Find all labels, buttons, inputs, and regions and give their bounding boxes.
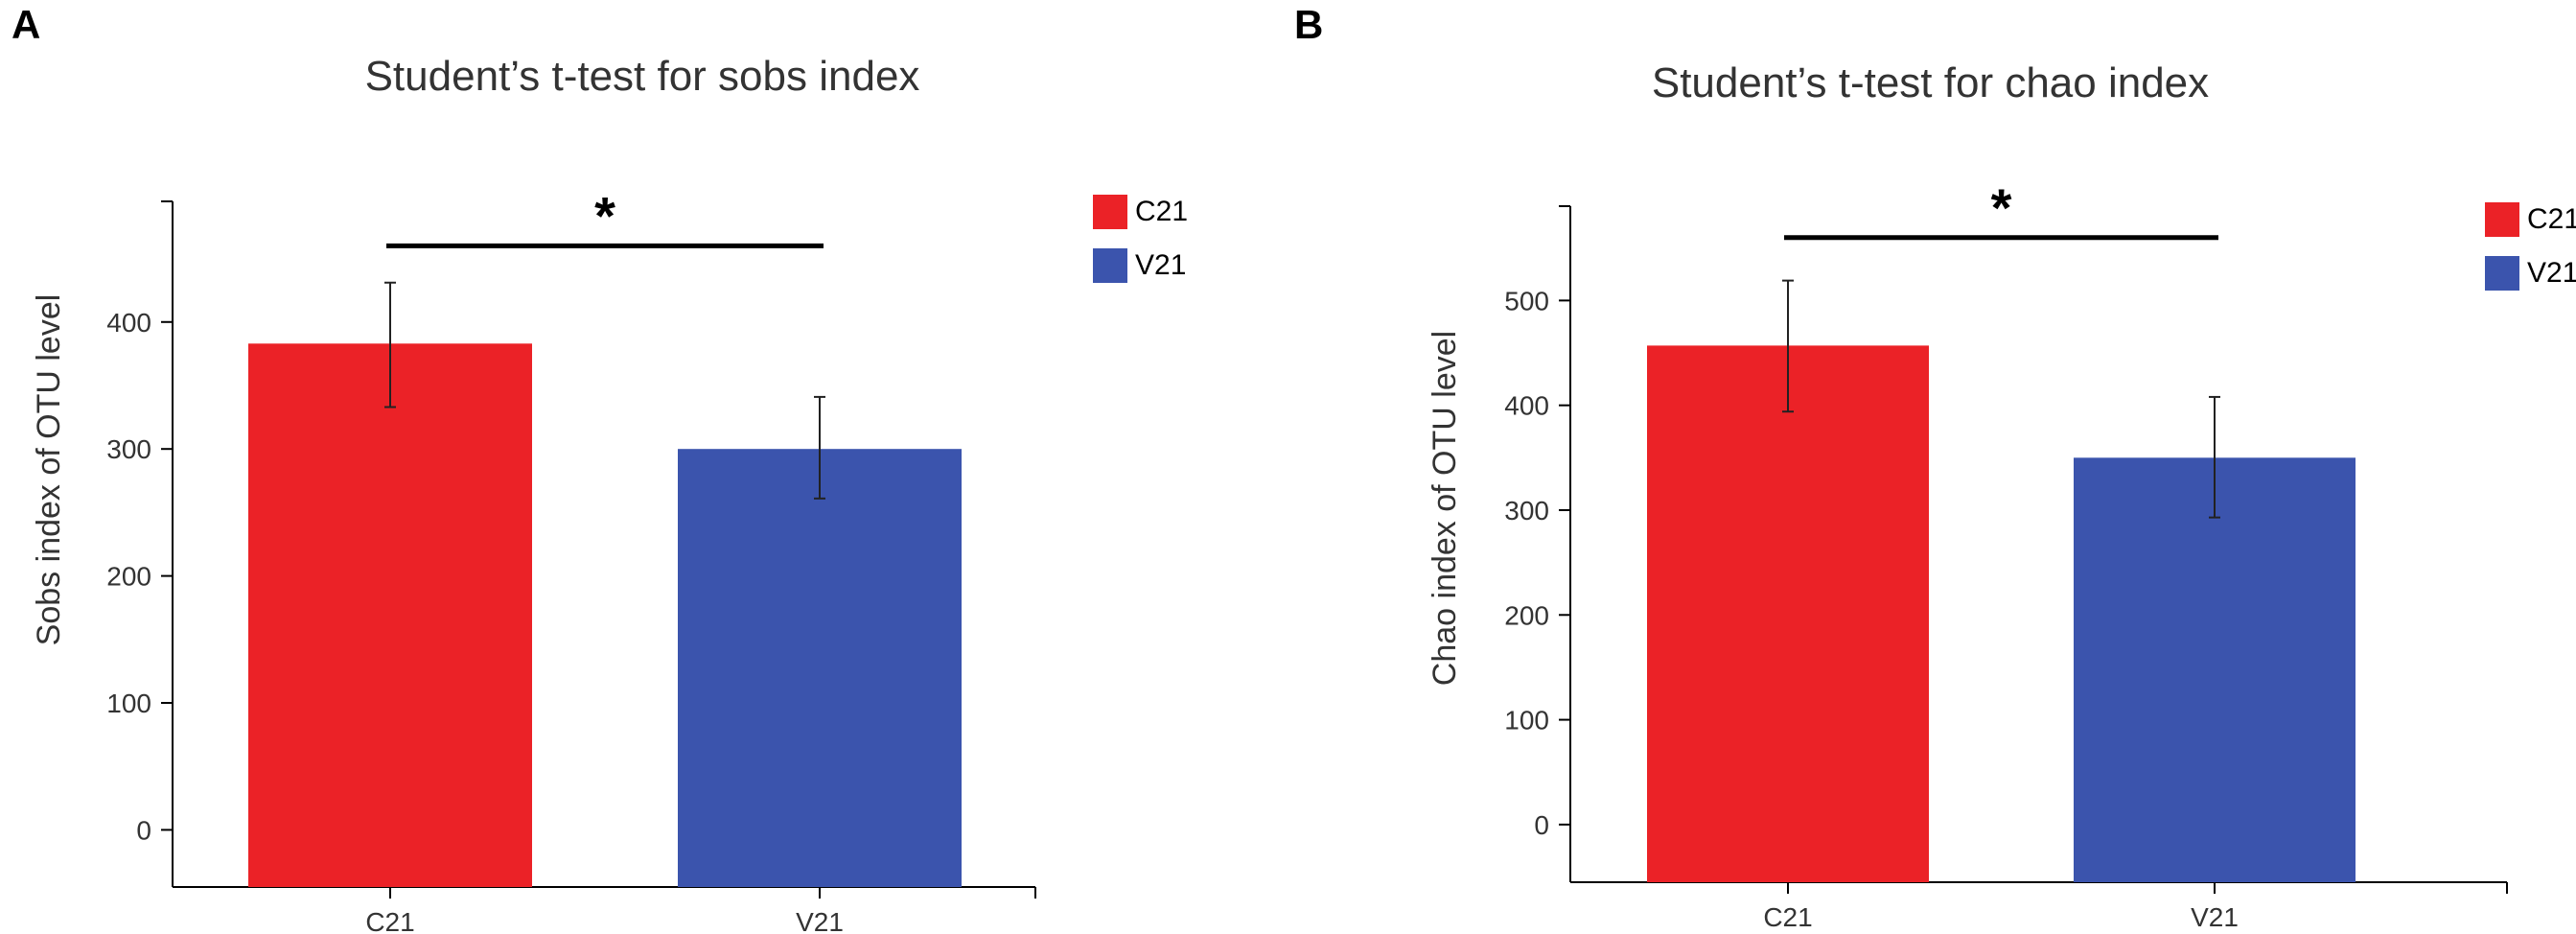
legend-label: V21 xyxy=(2527,257,2576,289)
chart-title: Student’s t-test for sobs index xyxy=(364,53,920,100)
legend: C21 V21 xyxy=(2485,198,2576,305)
legend: C21 V21 xyxy=(1093,190,1188,297)
bar-chart: 0 100 200 300 400 Sobs index of OTU level C21 V… xyxy=(31,185,1036,934)
bar-v21 xyxy=(2074,457,2356,882)
x-tick-label: V21 xyxy=(2191,902,2239,932)
legend-label: C21 xyxy=(1135,196,1189,227)
panel-letter: B xyxy=(1294,2,1324,47)
legend-label: V21 xyxy=(1135,249,1187,281)
y-tick-label: 400 xyxy=(106,308,151,338)
bar-c21 xyxy=(1647,345,1929,883)
legend-item: V21 xyxy=(1093,244,1188,288)
bar-v21 xyxy=(678,449,962,887)
bar-c21 xyxy=(248,343,532,888)
y-axis-label: Chao index of OTU level xyxy=(1427,331,1463,686)
x-tick-label: V21 xyxy=(796,907,844,934)
y-axis-label: Sobs index of OTU level xyxy=(31,294,67,646)
x-tick-label: C21 xyxy=(365,907,414,934)
legend-swatch-v21 xyxy=(1093,248,1127,283)
panel-letter: A xyxy=(12,2,41,47)
y-tick-label: 200 xyxy=(106,562,151,592)
y-tick-label: 500 xyxy=(1504,286,1549,315)
y-tick-label: 400 xyxy=(1504,391,1549,421)
legend-swatch-c21 xyxy=(2485,202,2519,237)
panel-a: A Student’s t-test for sobs index C21 V2… xyxy=(0,0,1285,934)
legend-label: C21 xyxy=(2527,203,2576,235)
y-tick-label: 100 xyxy=(106,689,151,718)
y-tick-label: 300 xyxy=(1504,496,1549,525)
significance-marker: * xyxy=(594,185,615,245)
legend-swatch-c21 xyxy=(1093,195,1127,229)
legend-item: V21 xyxy=(2485,251,2576,295)
y-tick-label: 100 xyxy=(1504,706,1549,736)
legend-swatch-v21 xyxy=(2485,256,2519,291)
y-tick-label: 0 xyxy=(136,815,151,845)
y-tick-label: 300 xyxy=(106,434,151,464)
legend-item: C21 xyxy=(2485,198,2576,242)
bar-chart: 0 100 200 300 400 500 Chao index of OTU level C… xyxy=(1427,177,2508,932)
y-tick-label: 200 xyxy=(1504,600,1549,630)
chart-title: Student’s t-test for chao index xyxy=(1651,59,2210,106)
panel-b: B Student’s t-test for chao index C21 V2… xyxy=(1285,0,2576,934)
x-tick-label: C21 xyxy=(1763,902,1812,932)
legend-item: C21 xyxy=(1093,190,1188,234)
significance-marker: * xyxy=(1991,177,2012,238)
y-tick-label: 0 xyxy=(1534,810,1549,840)
